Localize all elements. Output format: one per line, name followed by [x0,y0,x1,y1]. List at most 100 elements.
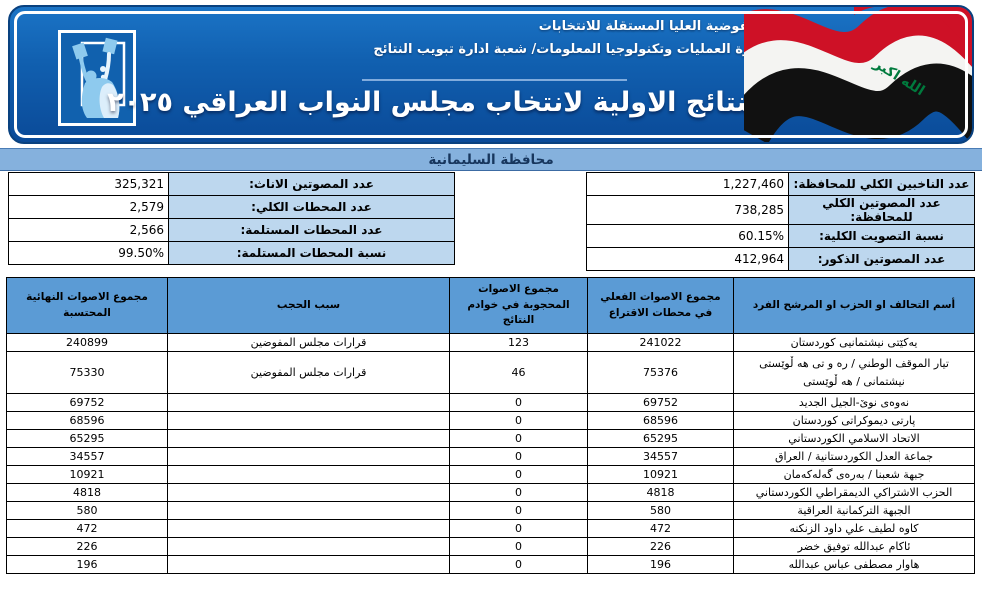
summary-panel-left: عدد المصوتين الاناث: 325,321 عدد المحطات ا… [8,172,455,265]
cell-entity-name: ئاكام عبدالله توفيق خضر [733,537,975,556]
cell-withheld-votes: 46 [449,351,588,394]
header-entity-name: أسم التحالف او الحزب او المرشح الفرد [733,277,975,334]
summary-value: 60.15% [586,224,789,248]
cell-final-votes: 69752 [6,393,168,412]
summary-value: 412,964 [586,247,789,271]
summary-label: عدد المصوتين الكلي للمحافظة: [788,195,975,225]
cell-actual-votes: 226 [587,537,734,556]
cell-withheld-reason [167,393,450,412]
cell-withheld-votes: 0 [449,429,588,448]
summary-row: عدد الناخبين الكلي للمحافظة: 1,227,460 [586,172,975,196]
header-withheld-reason: سبب الحجب [167,277,450,334]
cell-entity-name: الجبهة التركمانية العراقية [733,501,975,520]
summary-label: نسبة التصويت الكلية: [788,224,975,248]
cell-withheld-votes: 0 [449,393,588,412]
cell-withheld-reason [167,465,450,484]
summary-label: عدد الناخبين الكلي للمحافظة: [788,172,975,196]
summary-value: 2,566 [8,218,169,242]
banner-divider [362,79,627,81]
cell-final-votes: 34557 [6,447,168,466]
table-row: پارتی دیموكراتی كوردستان 68596 0 68596 [6,411,975,430]
summary-row: عدد المصوتين الذكور: 412,964 [586,247,975,271]
summary-panel-right: عدد الناخبين الكلي للمحافظة: 1,227,460 عدد… [586,172,975,271]
header-final-votes: مجموع الاصوات النهائية المحتسبة [6,277,168,334]
cell-withheld-reason [167,483,450,502]
cell-withheld-reason [167,411,450,430]
summary-label: عدد المصوتين الذكور: [788,247,975,271]
summary-left-body: عدد المصوتين الاناث: 325,321 عدد المحطات ا… [8,172,455,265]
summary-row: عدد المحطات المستلمة: 2,566 [8,218,455,242]
summary-row: نسبة المحطات المستلمة: 99.50% [8,241,455,265]
header-actual-votes: مجموع الاصوات الفعلي في محطات الاقتراع [587,277,734,334]
table-row: نەوەی نوێ-الجيل الجديد 69752 0 69752 [6,393,975,412]
cell-withheld-votes: 0 [449,465,588,484]
summary-label: نسبة المحطات المستلمة: [168,241,455,265]
cell-actual-votes: 65295 [587,429,734,448]
results-table: أسم التحالف او الحزب او المرشح الفرد مجم… [6,277,975,574]
cell-actual-votes: 10921 [587,465,734,484]
cell-actual-votes: 472 [587,519,734,538]
summary-row: نسبة التصويت الكلية: 60.15% [586,224,975,248]
governorate-bar: محافظة السليمانية [0,148,982,171]
cell-withheld-votes: 0 [449,483,588,502]
cell-final-votes: 196 [6,555,168,574]
cell-actual-votes: 68596 [587,411,734,430]
cell-withheld-reason [167,501,450,520]
cell-withheld-votes: 0 [449,501,588,520]
cell-entity-name: جماعة العدل الكوردستانية / العراق [733,447,975,466]
summary-value: 325,321 [8,172,169,196]
cell-withheld-votes: 0 [449,519,588,538]
cell-withheld-reason [167,537,450,556]
cell-final-votes: 65295 [6,429,168,448]
cell-entity-name: الاتحاد الاسلامي الكوردستاني [733,429,975,448]
cell-withheld-reason [167,555,450,574]
summary-value: 99.50% [8,241,169,265]
table-row: ئاكام عبدالله توفيق خضر 226 0 226 [6,537,975,556]
org-line1: المفوضية العليا المستقلة للانتخابات [538,19,767,34]
table-row: جبهة شعبنا / بەرەی گەلەكەمان 10921 0 10921 [6,465,975,484]
iraq-flag-icon: الله اكبر [696,7,972,142]
summary-label: عدد المصوتين الاناث: [168,172,455,196]
cell-actual-votes: 241022 [587,333,734,352]
cell-actual-votes: 196 [587,555,734,574]
cell-actual-votes: 580 [587,501,734,520]
cell-entity-name: پارتی دیموكراتی كوردستان [733,411,975,430]
summary-label: عدد المحطات المستلمة: [168,218,455,242]
table-row: كاوه لطيف علي داود الزنكنه 472 0 472 [6,519,975,538]
header-banner: الله اكبر المفوضية العليا المستقلة للانت… [8,5,974,144]
results-body: یەكێتی نیشتمانیی كوردستان 241022 123 قرارات… [6,333,975,574]
summary-right-body: عدد الناخبين الكلي للمحافظة: 1,227,460 عدد… [586,172,975,271]
summary-row: عدد المصوتين الكلي للمحافظة: 738,285 [586,195,975,225]
cell-entity-name: كاوه لطيف علي داود الزنكنه [733,519,975,538]
cell-entity-name: تيار الموقف الوطني / ره و تی هه ڵوێستی ن… [733,351,975,394]
table-row: الحزب الاشتراكي الديمقراطي الكوردستاني 48… [6,483,975,502]
header-withheld-votes: مجموع الاصوات المحجوبة في خوادم النتائج [449,277,588,334]
cell-withheld-votes: 0 [449,537,588,556]
cell-entity-name: الحزب الاشتراكي الديمقراطي الكوردستاني [733,483,975,502]
org-line2: دائرة العمليات وتكنولوجيا المعلومات/ شعب… [373,41,767,57]
cell-actual-votes: 34557 [587,447,734,466]
banner-org-text: المفوضية العليا المستقلة للانتخابات دائر… [373,16,767,62]
cell-final-votes: 226 [6,537,168,556]
governorate-title: محافظة السليمانية [428,151,554,168]
cell-final-votes: 75330 [6,351,168,394]
cell-withheld-votes: 0 [449,411,588,430]
summary-value: 1,227,460 [586,172,789,196]
cell-withheld-votes: 0 [449,555,588,574]
cell-final-votes: 240899 [6,333,168,352]
cell-withheld-reason: قرارات مجلس المفوضين [167,351,450,394]
cell-final-votes: 10921 [6,465,168,484]
cell-withheld-reason: قرارات مجلس المفوضين [167,333,450,352]
cell-withheld-reason [167,519,450,538]
table-row: الجبهة التركمانية العراقية 580 0 580 [6,501,975,520]
cell-final-votes: 580 [6,501,168,520]
results-header-row: أسم التحالف او الحزب او المرشح الفرد مجم… [6,277,975,334]
summary-row: عدد المحطات الكلي: 2,579 [8,195,455,219]
cell-entity-name: جبهة شعبنا / بەرەی گەلەكەمان [733,465,975,484]
table-row: جماعة العدل الكوردستانية / العراق 34557 0 3… [6,447,975,466]
summary-value: 738,285 [586,195,789,225]
cell-withheld-reason [167,429,450,448]
cell-final-votes: 68596 [6,411,168,430]
summary-value: 2,579 [8,195,169,219]
